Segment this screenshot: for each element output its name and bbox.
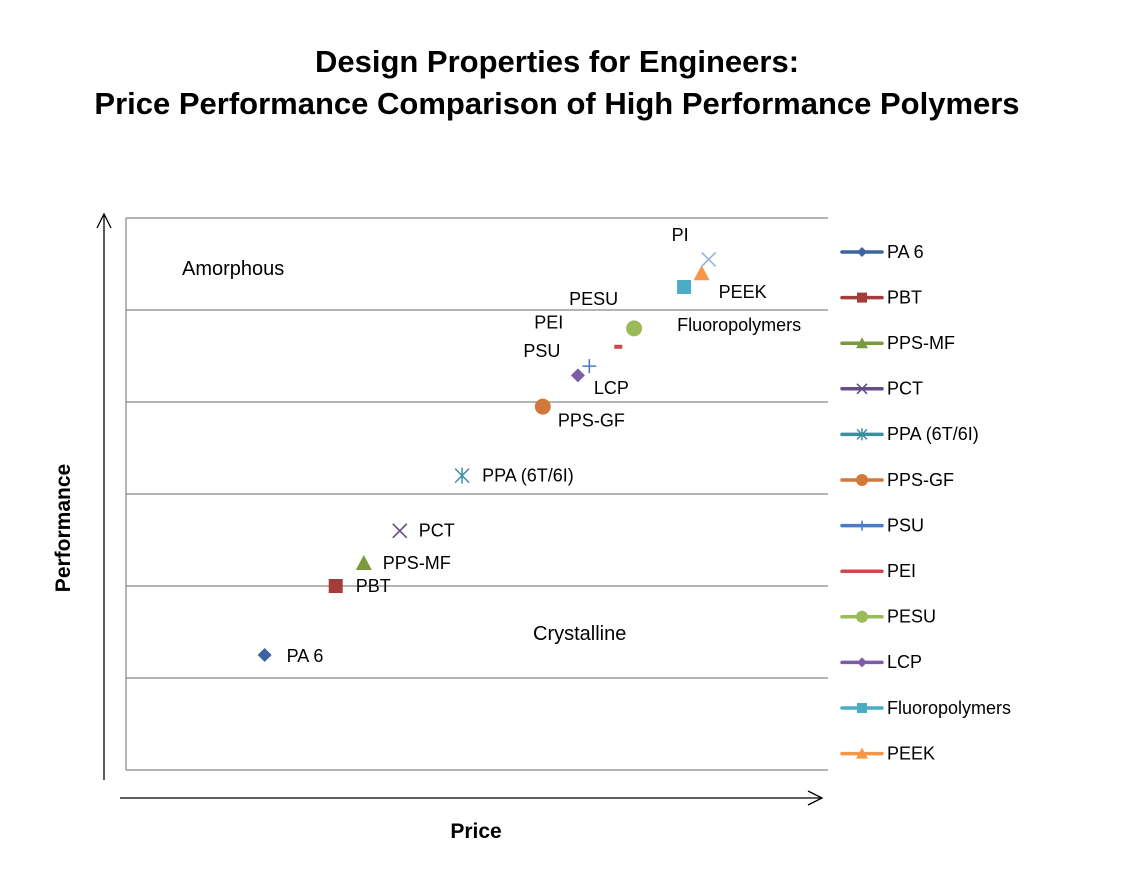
marker-star [454,467,470,484]
data-point-pi: PI [672,225,717,267]
marker-circle [856,610,868,623]
legend-item: LCP [840,652,922,672]
marker-diamond [857,657,867,668]
legend-label: LCP [887,652,922,672]
marker-star [856,428,868,441]
gridlines [125,217,828,771]
legend-item: PA 6 [840,242,924,262]
marker-circle [534,398,551,415]
legend-label: PPS-GF [887,470,954,490]
data-label: Fluoropolymers [677,315,801,335]
chart-title: Design Properties for Engineers: [315,44,799,79]
x-axis-arrowhead [807,790,824,806]
marker-triangle [693,265,710,281]
data-point-pps-mf: PPS-MF [355,553,451,573]
legend-label: PPS-MF [887,333,955,353]
marker-dash [614,344,623,349]
data-point-pa-6: PA 6 [257,646,324,666]
marker-circle [856,474,868,486]
data-point-pesu: PESU [569,289,643,337]
data-point-pbt: PBT [328,576,391,596]
legend-item: PEI [840,561,916,581]
marker-square [857,703,867,713]
marker-triangle [856,337,868,349]
marker-diamond [857,247,867,257]
data-label: LCP [594,378,629,398]
data-point-peek: PEEK [693,265,767,302]
legend-label: PPA (6T/6I) [887,424,979,444]
marker-circle [626,320,643,337]
legend-item: PBT [840,287,922,307]
marker-diamond [570,368,585,383]
marker-plus [857,520,867,531]
data-label: PPS-GF [558,410,625,430]
region-label-crystalline: Crystalline [533,623,626,645]
data-point-lcp: LCP [570,368,629,398]
legend-item: PESU [840,607,936,627]
legend-item: PSU [840,515,924,535]
marker-square [677,280,692,294]
marker-x [392,523,408,539]
data-label: PPS-MF [383,553,451,573]
y-axis-label: Performance [52,464,75,592]
data-point-psu: PSU [523,341,597,374]
data-point-fluoropolymers: Fluoropolymers [677,280,801,335]
marker-plus [582,359,597,374]
data-point-pct: PCT [392,521,455,541]
data-label: PESU [569,289,618,309]
y-axis-arrowhead [96,212,112,229]
marker-square [857,292,867,303]
marker-x [701,251,717,267]
legend-label: Fluoropolymers [887,698,1011,718]
x-axis-label: Price [450,820,501,843]
data-label: PA 6 [287,646,324,666]
legend-label: PCT [887,379,923,399]
legend-label: PEI [887,561,916,581]
data-points: PA 6 PBT PPS-MF PCT PPA (6T/6I) PPS-GF PSU PEI P… [257,225,801,666]
legend-label: PBT [887,287,922,307]
data-label: PCT [419,521,455,541]
data-point-ppa-6t-6i-: PPA (6T/6I) [454,465,574,485]
marker-triangle [856,747,868,759]
marker-x [856,383,868,395]
data-label: PI [672,225,689,245]
legend-label: PSU [887,515,924,535]
data-point-pps-gf: PPS-GF [534,398,625,430]
legend-item: PPS-MF [840,333,955,353]
legend-label: PEEK [887,743,935,763]
data-label: PBT [356,576,391,596]
marker-triangle [355,555,372,570]
legend-item: PEEK [840,743,935,763]
data-label: PSU [523,341,560,361]
region-label-amorphous: Amorphous [182,258,284,280]
legend-label: PA 6 [887,242,924,262]
data-label: PEEK [719,282,767,302]
data-label: PPA (6T/6I) [482,465,574,485]
marker-diamond [257,648,272,662]
data-point-pei: PEI [534,313,623,349]
legend: PA 6 PBT PPS-MF PCT PPA (6T/6I) PPS-GF PSU PEI P… [840,242,1011,763]
legend-item: Fluoropolymers [840,698,1011,718]
legend-item: PPS-GF [840,470,954,490]
legend-label: PESU [887,607,936,627]
axes [96,212,824,806]
chart-subtitle: Price Performance Comparison of High Per… [94,86,1019,121]
legend-item: PCT [840,379,923,399]
data-label: PEI [534,313,563,333]
marker-square [328,579,343,593]
legend-item: PPA (6T/6I) [840,424,979,444]
